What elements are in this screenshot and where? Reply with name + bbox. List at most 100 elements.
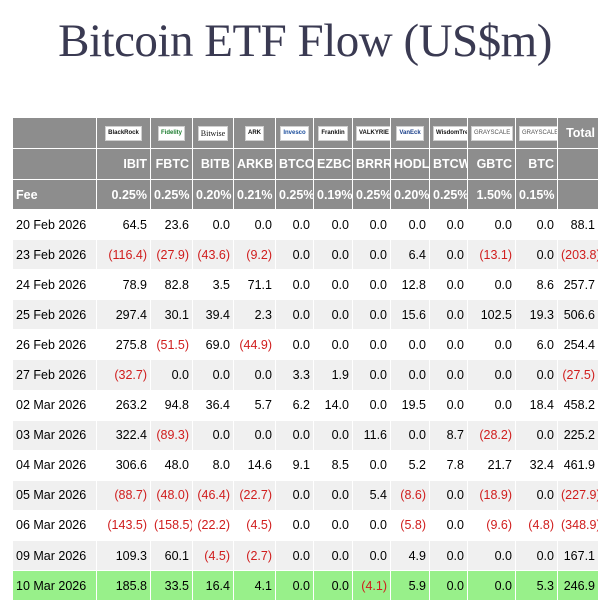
cell-btc: 8.6: [515, 269, 558, 301]
blackrock-logo: BlackRock: [105, 125, 142, 141]
ticker-fbtc: FBTC: [150, 148, 193, 180]
fee-bitb: 0.20%: [192, 179, 234, 210]
row-date: 10 Mar 2026: [12, 570, 97, 602]
cell-ezbc: 8.5: [313, 449, 353, 481]
cell-arkb: 14.6: [233, 449, 276, 481]
ticker-gbtc: GBTC: [467, 148, 516, 180]
cell-gbtc: (18.9): [467, 479, 516, 511]
ticker-total-blank: [557, 148, 599, 180]
franklin-logo: Franklin: [318, 125, 348, 141]
cell-gbtc: (28.2): [467, 419, 516, 451]
cell-fbtc: (89.3): [150, 419, 193, 451]
cell-hodl: (5.8): [390, 509, 430, 542]
cell-ezbc: 0.0: [313, 509, 353, 542]
cell-bitb: 36.4: [192, 389, 234, 421]
table-row: 05 Mar 2026 (88.7) (48.0) (46.4) (22.7) 0.0 0.…: [12, 479, 599, 511]
cell-ezbc: 0.0: [313, 479, 353, 511]
cell-btcw: 0.0: [429, 239, 468, 271]
table-row: 25 Feb 2026 297.4 30.1 39.4 2.3 0.0 0.0 0.0 15.6…: [12, 299, 599, 331]
cell-total: (348.9): [557, 509, 599, 542]
ticker-ezbc: EZBC: [313, 148, 353, 180]
cell-hodl: 0.0: [390, 208, 430, 241]
cell-btco: 3.3: [275, 359, 314, 391]
ark-logo: ARK: [245, 125, 264, 141]
cell-fbtc: (51.5): [150, 329, 193, 361]
cell-gbtc: (13.1): [467, 239, 516, 271]
cell-gbtc: 102.5: [467, 299, 516, 331]
cell-ibit: (116.4): [96, 239, 151, 271]
cell-btcw: 0.0: [429, 269, 468, 301]
cell-brrr: 0.0: [352, 359, 391, 391]
cell-hodl: 0.0: [390, 329, 430, 361]
cell-hodl: 5.2: [390, 449, 430, 481]
cell-gbtc: 0.0: [467, 269, 516, 301]
cell-fbtc: 60.1: [150, 540, 193, 572]
grayscale-gbtc-logo: GRAYSCALE: [471, 125, 514, 141]
cell-gbtc: 21.7: [467, 449, 516, 481]
cell-btcw: 0.0: [429, 359, 468, 391]
cell-btco: 0.0: [275, 479, 314, 511]
table-row: 02 Mar 2026 263.2 94.8 36.4 5.7 6.2 14.0 0.0 19.…: [12, 389, 599, 421]
cell-hodl: 0.0: [390, 419, 430, 451]
table-row: 24 Feb 2026 78.9 82.8 3.5 71.1 0.0 0.0 0.0 12.8 0…: [12, 269, 599, 301]
cell-ibit: 263.2: [96, 389, 151, 421]
cell-btcw: 0.0: [429, 299, 468, 331]
cell-brrr: 0.0: [352, 208, 391, 241]
cell-btc: 0.0: [515, 540, 558, 572]
corner-cell: [12, 117, 97, 149]
cell-btcw: 0.0: [429, 329, 468, 361]
cell-btc: 6.0: [515, 329, 558, 361]
cell-brrr: 0.0: [352, 389, 391, 421]
cell-brrr: 0.0: [352, 269, 391, 301]
row-date: 23 Feb 2026: [12, 239, 97, 271]
cell-ibit: 322.4: [96, 419, 151, 451]
cell-btco: 0.0: [275, 509, 314, 542]
cell-arkb: (22.7): [233, 479, 276, 511]
cell-btco: 0.0: [275, 329, 314, 361]
cell-gbtc: 0.0: [467, 570, 516, 602]
cell-brrr: 11.6: [352, 419, 391, 451]
cell-total: (227.9): [557, 479, 599, 511]
cell-btc: 19.3: [515, 299, 558, 331]
cell-gbtc: 0.0: [467, 389, 516, 421]
cell-bitb: 39.4: [192, 299, 234, 331]
cell-total: 458.2: [557, 389, 599, 421]
cell-hodl: 5.9: [390, 570, 430, 602]
cell-ibit: 78.9: [96, 269, 151, 301]
fee-label: Fee: [12, 179, 97, 210]
cell-fbtc: 94.8: [150, 389, 193, 421]
fee-total-blank: [557, 179, 599, 210]
ticker-brrr: BRRR: [352, 148, 391, 180]
cell-btco: 0.0: [275, 540, 314, 572]
cell-bitb: (22.2): [192, 509, 234, 542]
row-date: 02 Mar 2026: [12, 389, 97, 421]
cell-ezbc: 0.0: [313, 329, 353, 361]
ticker-btcw: BTCW: [429, 148, 468, 180]
ticker-row: IBIT FBTC BITB ARKB BTCO EZBC BRRR HODL …: [12, 148, 599, 180]
grayscale-btc-logo: GRAYSCALE: [519, 125, 557, 141]
cell-ezbc: 0.0: [313, 208, 353, 241]
cell-ezbc: 14.0: [313, 389, 353, 421]
fee-btco: 0.25%: [275, 179, 314, 210]
cell-btcw: 7.8: [429, 449, 468, 481]
table-row: 10 Mar 2026 185.8 33.5 16.4 4.1 0.0 0.0 (4.1) 5.…: [12, 570, 599, 602]
cell-fbtc: 48.0: [150, 449, 193, 481]
cell-brrr: 0.0: [352, 329, 391, 361]
etf-flow-table: BlackRock Fidelity Bitwise ARK Invesco F…: [12, 117, 599, 602]
cell-brrr: 0.0: [352, 449, 391, 481]
cell-arkb: (44.9): [233, 329, 276, 361]
ticker-hodl: HODL: [390, 148, 430, 180]
ticker-bitb: BITB: [192, 148, 234, 180]
cell-gbtc: 0.0: [467, 359, 516, 391]
table-row: 26 Feb 2026 275.8 (51.5) 69.0 (44.9) 0.0 0.0 0.…: [12, 329, 599, 361]
cell-btcw: 0.0: [429, 389, 468, 421]
cell-hodl: 6.4: [390, 239, 430, 271]
table-row: 03 Mar 2026 322.4 (89.3) 0.0 0.0 0.0 0.0 11.6 0.…: [12, 419, 599, 451]
cell-btc: 0.0: [515, 208, 558, 241]
cell-btc: 0.0: [515, 479, 558, 511]
cell-hodl: 0.0: [390, 359, 430, 391]
fee-arkb: 0.21%: [233, 179, 276, 210]
cell-bitb: 16.4: [192, 570, 234, 602]
cell-brrr: 5.4: [352, 479, 391, 511]
cell-ezbc: 0.0: [313, 299, 353, 331]
